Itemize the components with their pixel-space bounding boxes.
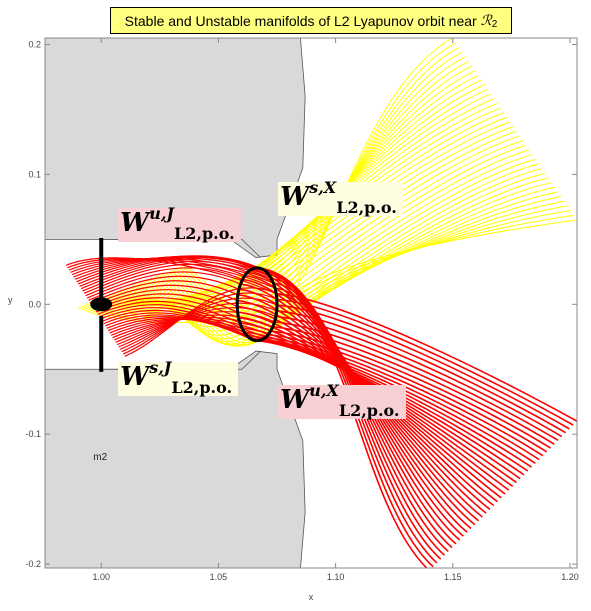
y-tick-label: 0.0 — [28, 299, 41, 309]
label-unstable-X-sup: u,X — [309, 381, 339, 400]
red-unstable-j-curve — [98, 304, 243, 329]
x-tick-label: 1.10 — [327, 572, 345, 582]
chart-title: Stable and Unstable manifolds of L2 Lyap… — [110, 7, 512, 34]
x-tick-label: 1.20 — [561, 572, 579, 582]
forbidden-region-layer — [45, 38, 306, 568]
red-unstable-x-curve — [276, 298, 574, 426]
label-unstable-X: Wu,XL2,p.o. — [278, 381, 406, 420]
label-stable-X-sup: s,X — [309, 178, 337, 197]
yellow-stable-x-curve — [276, 219, 577, 305]
chart-title-region-sub: 2 — [491, 19, 498, 30]
yellow-stable-j-curve — [158, 274, 260, 347]
label-unstable-X-sub: L2,p.o. — [338, 401, 400, 420]
label-stable-J-main: W — [120, 362, 150, 392]
lyapunov-orbit — [235, 266, 279, 343]
y-tick-label: -0.2 — [25, 559, 41, 569]
red-unstable-j-curve — [95, 297, 239, 319]
label-unstable-J-sup: u,J — [149, 204, 174, 223]
chart-title-text: Stable and Unstable manifolds of L2 Lyap… — [124, 12, 477, 29]
label-stable-X-main: W — [280, 182, 310, 212]
red-unstable-j-curve — [121, 297, 278, 353]
red-unstable-j-curve — [119, 302, 277, 350]
x-tick-label: 1.00 — [92, 572, 110, 582]
red-unstable-j-curve — [122, 292, 278, 355]
axis-ticks: 1.00 1.05 1.10 1.15 1.20 -0.2 -0.1 0.0 0.1 0.2 — [25, 38, 579, 582]
red-unstable-x-curve — [267, 333, 548, 453]
yellow-stable-j-curve — [112, 272, 248, 303]
red-unstable-j-curve — [77, 255, 257, 285]
red-unstable-j-curve — [118, 307, 277, 348]
x-tick-label: 1.15 — [444, 572, 462, 582]
y-tick-label: -0.1 — [25, 429, 41, 439]
x-axis-label: x — [309, 592, 314, 602]
red-unstable-j-curve — [65, 257, 277, 295]
red-unstable-x-curve — [256, 267, 461, 541]
yellow-stable-j-curve — [142, 280, 243, 336]
label-stable-J: Ws,JL2,p.o. — [118, 358, 239, 397]
y-axis-label: y — [8, 295, 13, 305]
red-unstable-j-curve — [80, 258, 251, 290]
red-unstable-x-curve — [276, 310, 567, 434]
y-tick-label: 0.1 — [28, 169, 41, 179]
label-stable-J-sup: s,J — [149, 358, 172, 377]
yellow-stable-j-curve — [147, 278, 248, 343]
red-unstable-x-curve — [270, 330, 551, 449]
red-unstable-x-curve — [272, 325, 555, 445]
label-stable-X-sub: L2,p.o. — [336, 198, 397, 217]
yellow-stable-x-curve — [275, 210, 571, 317]
yellow-stable-j-curve — [180, 265, 278, 318]
x-tick-label: 1.05 — [210, 572, 228, 582]
label-stable-J-sub: L2,p.o. — [171, 378, 233, 397]
red-unstable-j-curve — [89, 280, 239, 304]
label-stable-X: Ws,XL2,p.o. — [278, 178, 403, 217]
red-unstable-x-curve — [276, 304, 570, 430]
red-unstable-j-curve — [113, 316, 271, 341]
yellow-stable-j-curve — [126, 287, 238, 311]
label-unstable-J-main: W — [120, 208, 150, 238]
plot-frame — [44, 37, 578, 569]
yellow-stable-j-curve — [164, 272, 266, 344]
red-unstable-x-curve — [262, 338, 540, 461]
orbit-layer — [90, 238, 279, 372]
red-unstable-x-curve — [276, 292, 577, 422]
red-unstable-j-curve — [124, 287, 277, 357]
chart-title-region: ℛ — [480, 12, 492, 29]
plot-frame-rect — [44, 37, 578, 569]
red-unstable-x-curve — [275, 315, 563, 438]
red-unstable-j-curve — [116, 311, 275, 346]
label-unstable-X-main: W — [280, 385, 310, 415]
yellow-stable-x-curve — [241, 149, 530, 329]
y-tick-label: 0.2 — [28, 39, 41, 49]
red-unstable-j-curve — [79, 256, 254, 287]
red-unstable-j-curve — [106, 316, 257, 342]
red-unstable-x-curve — [274, 321, 559, 442]
red-unstable-j-curve — [115, 314, 273, 343]
red-unstable-x-curve — [265, 336, 544, 457]
red-unstable-j-curve — [86, 271, 241, 299]
red-unstable-j-curve — [88, 275, 240, 301]
label-unstable-J: Wu,JL2,p.o. — [118, 204, 241, 243]
m2-body — [90, 297, 113, 312]
label-unstable-J-sub: L2,p.o. — [173, 224, 235, 243]
m2-label: m2 — [93, 452, 107, 463]
